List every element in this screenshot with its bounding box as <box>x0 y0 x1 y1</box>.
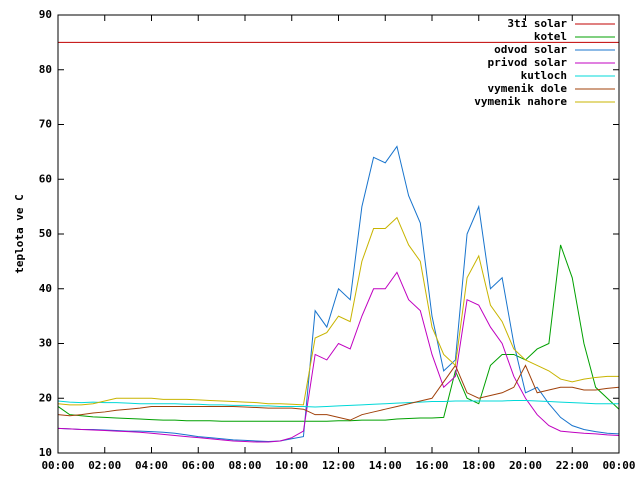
y-tick-label: 90 <box>39 8 52 21</box>
legend-label: 3ti solar <box>507 17 567 30</box>
y-tick-label: 80 <box>39 63 52 76</box>
legend-label: kotel <box>534 30 567 43</box>
series-line <box>57 399 619 408</box>
x-tick-label: 12:00 <box>322 459 355 472</box>
legend-label: vymenik nahore <box>474 95 567 108</box>
series-line <box>57 145 620 443</box>
legend-label: vymenik dole <box>488 82 568 95</box>
series-line <box>57 271 620 443</box>
y-tick-label: 50 <box>39 227 52 240</box>
x-tick-label: 00:00 <box>41 459 74 472</box>
legend-label: privod solar <box>488 56 568 69</box>
series-line <box>57 216 619 406</box>
x-tick-label: 06:00 <box>182 459 215 472</box>
plot-frame <box>57 14 620 454</box>
x-tick-label: 02:00 <box>88 459 121 472</box>
y-tick-label: 60 <box>39 172 52 185</box>
x-tick-label: 22:00 <box>556 459 589 472</box>
series-line <box>57 364 620 421</box>
legend-label: kutloch <box>521 69 567 82</box>
y-axis-label: teplota ve C <box>13 194 26 273</box>
x-tick-label: 18:00 <box>462 459 495 472</box>
x-tick-label: 04:00 <box>135 459 168 472</box>
x-tick-label: 20:00 <box>509 459 542 472</box>
y-tick-label: 20 <box>39 391 52 404</box>
y-tick-label: 40 <box>39 282 52 295</box>
x-tick-label: 14:00 <box>369 459 402 472</box>
y-tick-label: 30 <box>39 337 52 350</box>
x-tick-label: 00:00 <box>602 459 635 472</box>
y-tick-label: 70 <box>39 118 52 131</box>
x-tick-label: 10:00 <box>275 459 308 472</box>
y-tick-label: 10 <box>39 446 52 459</box>
x-tick-label: 08:00 <box>228 459 261 472</box>
legend-label: odvod solar <box>494 43 567 56</box>
x-tick-label: 16:00 <box>415 459 448 472</box>
